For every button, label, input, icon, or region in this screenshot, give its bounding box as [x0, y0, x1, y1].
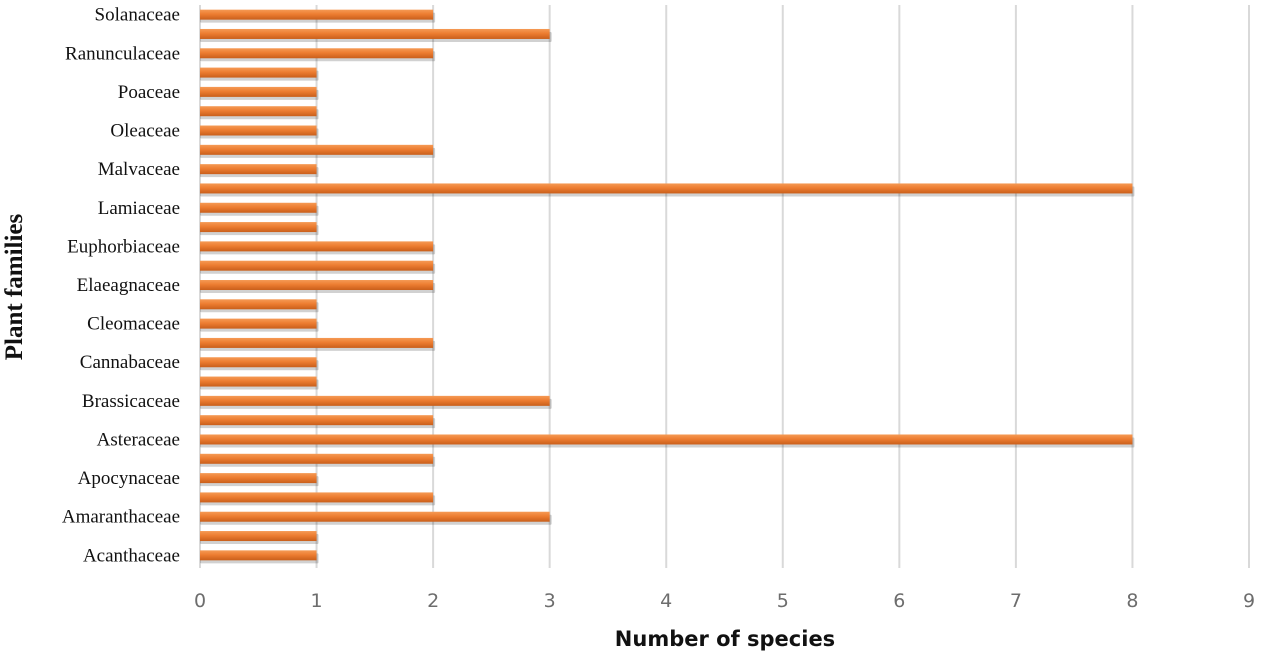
bar: [200, 337, 434, 348]
category-label: Cleomaceae: [87, 314, 180, 335]
category-label: Oleaceae: [110, 121, 180, 142]
bar: [200, 376, 317, 387]
bar: [200, 241, 434, 252]
bar: [200, 492, 434, 503]
category-label: Euphorbiaceae: [67, 236, 180, 257]
bar: [200, 106, 317, 117]
bar: [200, 67, 317, 78]
bar: [200, 144, 434, 155]
category-label: Brassicaceae: [82, 391, 180, 412]
bar: [200, 318, 317, 329]
bar: [200, 415, 434, 426]
bar: [200, 9, 434, 20]
category-label: Acanthaceae: [83, 545, 180, 566]
bar: [200, 222, 317, 233]
category-label: Poaceae: [118, 82, 180, 103]
x-tick-labels: 0 1 2 3 4 5 6 7 8 9: [194, 590, 1255, 612]
category-label: Asteraceae: [97, 429, 180, 450]
category-label: Lamiaceae: [98, 198, 180, 219]
x-axis-title: Number of species: [615, 627, 835, 651]
bar: [200, 28, 550, 39]
bar: [200, 280, 434, 290]
bar: [200, 202, 317, 213]
y-axis-title: Plant families: [1, 213, 28, 360]
bar: [200, 511, 550, 522]
bar: [200, 260, 434, 271]
bar: [200, 531, 317, 542]
bar: [200, 395, 550, 406]
x-tick-label: 3: [544, 590, 556, 612]
x-tick-label: 4: [660, 590, 672, 612]
x-tick-label: 0: [194, 590, 206, 612]
bar: [200, 86, 317, 97]
x-tick-label: 2: [427, 590, 439, 612]
x-tick-label: 1: [311, 590, 323, 612]
x-tick-label: 8: [1126, 590, 1138, 612]
bar: [200, 550, 317, 561]
x-tick-label: 6: [893, 590, 905, 612]
bar: [200, 299, 317, 310]
category-label: Elaeagnaceae: [77, 275, 180, 296]
bar: [200, 48, 434, 59]
bar: [200, 183, 1133, 194]
gridlines: [199, 5, 1250, 568]
category-label: Solanaceae: [95, 5, 180, 26]
category-label: Amaranthaceae: [62, 507, 180, 528]
category-labels: Acanthaceae Amaranthaceae Apocynaceae Aster…: [62, 5, 180, 567]
bar: [200, 434, 1133, 445]
bar-series: [200, 9, 1135, 564]
bar: [200, 473, 317, 484]
bar: [200, 357, 317, 368]
bar: [200, 125, 317, 136]
category-label: Cannabaceae: [80, 352, 180, 373]
bar: [200, 453, 434, 464]
bar: [200, 164, 317, 175]
x-tick-label: 7: [1010, 590, 1022, 612]
category-label: Apocynaceae: [78, 468, 180, 489]
category-label: Ranunculaceae: [65, 43, 180, 64]
x-tick-label: 9: [1243, 590, 1255, 612]
x-tick-label: 5: [777, 590, 789, 612]
category-label: Malvaceae: [98, 159, 180, 180]
